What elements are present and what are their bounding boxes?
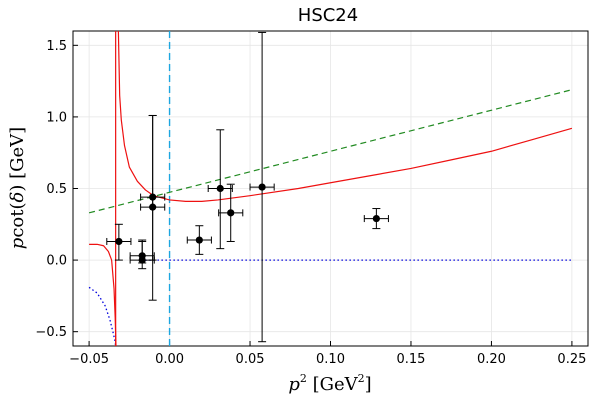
data-point — [227, 209, 235, 217]
y-label-suffix: ) [GeV] — [7, 127, 28, 192]
y-axis-label: pcot(δ) [GeV] — [7, 127, 28, 249]
data-point-group — [186, 225, 212, 255]
x-axis-label: p2 [GeV2] — [288, 372, 371, 395]
series-layer — [88, 31, 573, 346]
y-label-func: cot( — [7, 202, 28, 237]
data-point — [138, 256, 146, 264]
data-point — [372, 214, 380, 223]
grid-lines — [73, 31, 588, 346]
points-layer — [106, 31, 389, 343]
x-label-unit-open: [GeV — [307, 374, 359, 395]
x-tick-label: 0.00 — [155, 352, 184, 367]
y-tick-label: 0.0 — [46, 254, 67, 269]
data-point-group — [363, 208, 389, 230]
data-point-group — [218, 183, 244, 242]
x-label-sup: 2 — [300, 372, 307, 385]
x-label-unit-close: ] — [365, 374, 372, 395]
y-tick-label: 1.5 — [46, 39, 67, 54]
x-label-base: p — [288, 374, 300, 395]
data-point-group — [129, 239, 155, 270]
data-point — [149, 193, 157, 201]
data-point-group — [249, 31, 275, 343]
data-point — [216, 184, 224, 193]
x-tick-label: 0.05 — [236, 352, 265, 367]
data-point-group — [140, 114, 166, 261]
series-line-red-left-branch — [89, 243, 117, 346]
data-point — [258, 183, 266, 191]
x-tick-label: −0.05 — [69, 352, 109, 367]
y-tick-label: 1.0 — [46, 110, 67, 125]
y-label-delta: δ — [7, 192, 28, 203]
x-tick-label: 0.25 — [557, 352, 586, 367]
y-tick-label: 0.5 — [46, 182, 67, 197]
data-point-group — [106, 223, 132, 261]
x-tick-label: 0.15 — [396, 352, 425, 367]
series-line-blue-dotted-left — [88, 286, 117, 346]
x-tick-label: 0.10 — [316, 352, 345, 367]
data-point-group — [207, 129, 233, 250]
x-tick-label: 0.20 — [477, 352, 506, 367]
y-axis: −0.5 0.0 0.5 1.0 1.5 — [35, 39, 78, 340]
data-point — [195, 236, 203, 244]
series-line-red-right-branch — [117, 31, 573, 202]
y-tick-label: −0.5 — [35, 325, 67, 340]
data-point — [115, 237, 123, 246]
x-label-unit-sup: 2 — [358, 372, 365, 385]
y-label-prefix: p — [7, 237, 28, 249]
chart-title: HSC24 — [298, 5, 358, 26]
series-line-green-dashed — [88, 89, 573, 214]
x-axis: −0.05 0.00 0.05 0.10 0.15 0.20 0.25 — [69, 341, 586, 367]
